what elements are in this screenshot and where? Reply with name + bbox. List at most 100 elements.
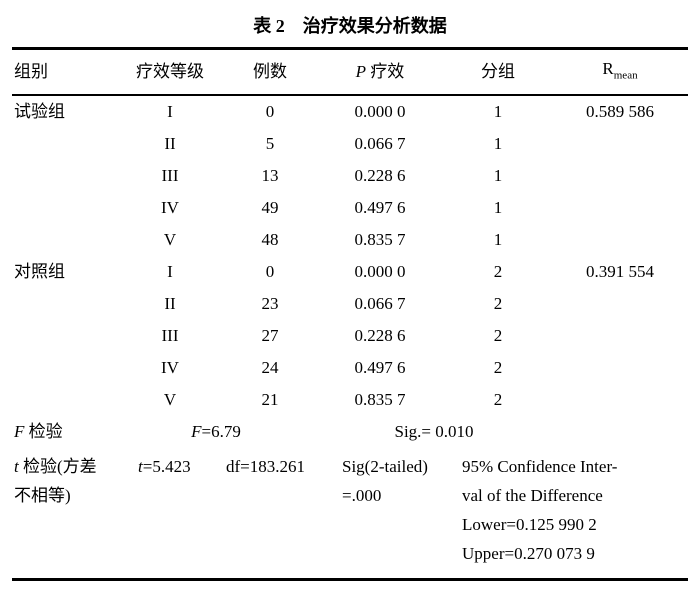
cell-rmean — [552, 224, 688, 256]
cell-level: III — [161, 166, 179, 186]
cell-level: V — [163, 390, 177, 410]
cell-p: 0.497 6 — [354, 198, 406, 218]
column-header-level: 疗效等级 — [136, 62, 204, 82]
column-header-group: 组别 — [14, 62, 48, 82]
cell-cases: 49 — [261, 198, 279, 218]
cell-p: 0.228 6 — [354, 326, 406, 346]
f-test-sig: Sig.= 0.010 — [394, 422, 474, 442]
cell-rmean — [552, 384, 688, 416]
column-header-p: P 疗效 — [316, 50, 444, 95]
cell-level: II — [164, 294, 176, 314]
table-row: V 48 0.835 7 1 — [12, 224, 688, 256]
cell-rmean: 0.391 554 — [586, 262, 654, 282]
cell-level: IV — [161, 358, 179, 378]
table-row: II 23 0.066 7 2 — [12, 288, 688, 320]
cell-grouping: 2 — [493, 358, 503, 378]
cell-p: 0.835 7 — [354, 390, 406, 410]
t-test-value: t=5.423 — [138, 452, 226, 481]
t-label-text: 检验(方差 — [18, 457, 97, 477]
p-text: 疗效 — [366, 62, 405, 82]
cell-group — [12, 224, 116, 256]
cell-grouping: 2 — [493, 294, 503, 314]
cell-p: 0.228 6 — [354, 166, 406, 186]
table-row: V 21 0.835 7 2 — [12, 384, 688, 416]
cell-cases: 5 — [265, 134, 275, 154]
ci-line: Lower=0.125 990 2 — [462, 515, 597, 535]
cell-cases: 0 — [265, 262, 275, 282]
t-value-text: =5.423 — [142, 457, 191, 477]
table-row: IV 24 0.497 6 2 — [12, 352, 688, 384]
cell-p: 0.835 7 — [354, 230, 406, 250]
cell-p: 0.000 0 — [354, 262, 406, 282]
cell-grouping: 1 — [493, 198, 503, 218]
r-subscript: mean — [613, 69, 638, 82]
cell-group — [12, 128, 116, 160]
t-test-label-line2: 不相等) — [14, 486, 71, 506]
cell-p: 0.066 7 — [354, 134, 406, 154]
cell-cases: 48 — [261, 230, 279, 250]
t-test-sig: Sig(2-tailed) =.000 — [342, 452, 462, 510]
t-italic: t — [14, 457, 19, 477]
cell-rmean — [552, 320, 688, 352]
f-test-value: F=6.79 — [116, 416, 316, 448]
cell-level: III — [161, 326, 179, 346]
cell-level: I — [167, 102, 173, 122]
cell-group — [12, 320, 116, 352]
cell-level: II — [164, 134, 176, 154]
r-base: R — [602, 59, 614, 78]
f-value-italic: F — [191, 422, 202, 442]
cell-grouping: 2 — [493, 390, 503, 410]
f-test-row: F 检验 F=6.79 Sig.= 0.010 — [12, 416, 688, 448]
table-row: 对照组 I 0 0.000 0 2 0.391 554 — [12, 256, 688, 288]
f-italic: F — [14, 422, 25, 442]
cell-cases: 27 — [261, 326, 279, 346]
t-test-section: t 检验(方差 不相等) t=5.423 df=183.261 Sig(2-ta… — [12, 448, 688, 578]
cell-group — [12, 352, 116, 384]
table-row: 试验组 I 0 0.000 0 1 0.589 586 — [12, 95, 688, 128]
cell-cases: 13 — [261, 166, 279, 186]
f-label-text: 检验 — [24, 422, 63, 442]
cell-grouping: 1 — [493, 102, 503, 122]
analysis-table: 组别 疗效等级 例数 P 疗效 分组 Rmean 试验组 I 0 0.000 0… — [12, 50, 688, 448]
cell-p: 0.000 0 — [354, 102, 406, 122]
cell-rmean: 0.589 586 — [586, 102, 654, 122]
t-test-df: df=183.261 — [226, 457, 305, 477]
cell-cases: 24 — [261, 358, 279, 378]
cell-group: 对照组 — [14, 262, 65, 282]
t-test-label-line1: t 检验(方差 — [14, 452, 138, 481]
confidence-interval: 95% Confidence Inter- val of the Differe… — [462, 452, 688, 568]
t-test-sig-line1: Sig(2-tailed) — [342, 457, 428, 477]
header-row: 组别 疗效等级 例数 P 疗效 分组 Rmean — [12, 50, 688, 96]
cell-rmean — [552, 352, 688, 384]
t-value-italic: t — [138, 457, 143, 477]
column-header-rmean: Rmean — [552, 50, 688, 95]
f-test-empty — [552, 416, 688, 448]
cell-group — [12, 160, 116, 192]
cell-group: 试验组 — [14, 102, 65, 122]
cell-group — [12, 288, 116, 320]
table-container: 组别 疗效等级 例数 P 疗效 分组 Rmean 试验组 I 0 0.000 0… — [12, 47, 688, 582]
cell-level: I — [167, 262, 173, 282]
cell-grouping: 1 — [493, 134, 503, 154]
cell-cases: 21 — [261, 390, 279, 410]
cell-level: V — [163, 230, 177, 250]
table-row: IV 49 0.497 6 1 — [12, 192, 688, 224]
cell-group — [12, 384, 116, 416]
cell-rmean — [552, 288, 688, 320]
ci-line: Upper=0.270 073 9 — [462, 544, 595, 564]
cell-rmean — [552, 128, 688, 160]
cell-grouping: 2 — [493, 262, 503, 282]
f-value-text: =6.79 — [201, 422, 241, 442]
cell-grouping: 2 — [493, 326, 503, 346]
t-test-sig-line2: =.000 — [342, 486, 382, 506]
table-row: II 5 0.066 7 1 — [12, 128, 688, 160]
column-header-grouping: 分组 — [481, 62, 515, 82]
cell-p: 0.066 7 — [354, 294, 406, 314]
ci-line: val of the Difference — [462, 486, 603, 506]
table-row: III 27 0.228 6 2 — [12, 320, 688, 352]
cell-rmean — [552, 160, 688, 192]
ci-line: 95% Confidence Inter- — [462, 457, 618, 477]
cell-rmean — [552, 192, 688, 224]
table-title: 表 2 治疗效果分析数据 — [253, 16, 447, 36]
